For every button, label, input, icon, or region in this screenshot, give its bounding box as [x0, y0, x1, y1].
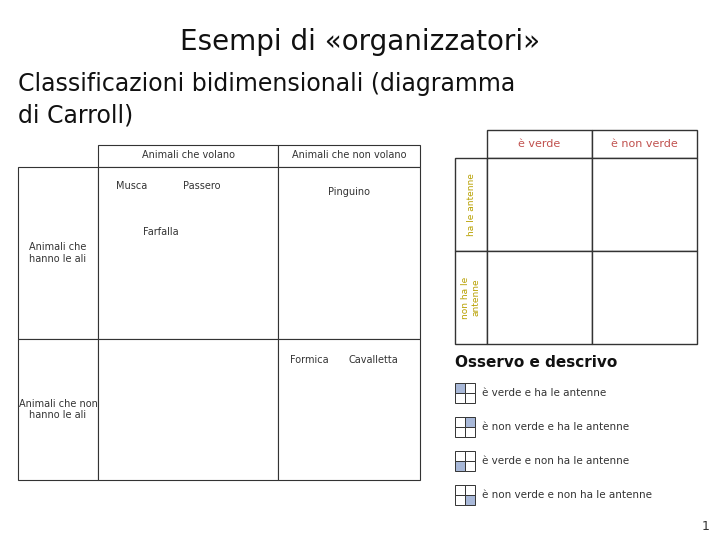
Text: Osservo e descrivo: Osservo e descrivo: [455, 355, 617, 370]
Bar: [465, 461, 475, 471]
Text: 1: 1: [702, 520, 710, 533]
Text: ha le antenne: ha le antenne: [467, 173, 475, 236]
Bar: [98, 167, 279, 339]
Bar: [465, 417, 475, 427]
Text: è non verde e non ha le antenne: è non verde e non ha le antenne: [482, 490, 652, 500]
Bar: [18, 167, 98, 339]
Text: Animali che non
hanno le ali: Animali che non hanno le ali: [19, 399, 97, 420]
Bar: [455, 451, 465, 461]
Bar: [592, 130, 697, 158]
Bar: [18, 339, 98, 480]
Text: Cavalletta: Cavalletta: [348, 355, 398, 365]
Text: Animali che
hanno le ali: Animali che hanno le ali: [30, 242, 86, 264]
Text: Musca: Musca: [116, 181, 148, 191]
Bar: [465, 485, 475, 495]
Text: di Carroll): di Carroll): [18, 103, 133, 127]
Text: è non verde: è non verde: [611, 139, 678, 149]
Text: è verde e ha le antenne: è verde e ha le antenne: [482, 388, 606, 398]
Bar: [455, 461, 465, 471]
Bar: [98, 145, 279, 167]
Bar: [455, 495, 465, 505]
Bar: [487, 158, 592, 251]
Text: è verde e non ha le antenne: è verde e non ha le antenne: [482, 456, 629, 466]
Bar: [455, 251, 487, 344]
Text: Animali che non volano: Animali che non volano: [292, 150, 406, 160]
Bar: [487, 251, 592, 344]
Bar: [592, 158, 697, 251]
Text: Animali che volano: Animali che volano: [142, 150, 235, 160]
Bar: [465, 495, 475, 505]
Text: è verde: è verde: [518, 139, 561, 149]
Bar: [465, 393, 475, 403]
Bar: [279, 145, 420, 167]
Bar: [465, 451, 475, 461]
Text: Esempi di «organizzatori»: Esempi di «organizzatori»: [180, 28, 540, 56]
Text: non ha le
antenne: non ha le antenne: [462, 276, 481, 319]
Text: Pinguino: Pinguino: [328, 187, 370, 197]
Bar: [455, 158, 487, 251]
Bar: [487, 130, 592, 158]
Text: Farfalla: Farfalla: [143, 227, 179, 237]
Text: Classificazioni bidimensionali (diagramma: Classificazioni bidimensionali (diagramm…: [18, 72, 516, 96]
Text: Passero: Passero: [183, 181, 220, 191]
Bar: [455, 427, 465, 437]
Bar: [455, 417, 465, 427]
Bar: [592, 251, 697, 344]
Bar: [455, 383, 465, 393]
Bar: [279, 167, 420, 339]
Bar: [455, 393, 465, 403]
Bar: [465, 427, 475, 437]
Text: Formica: Formica: [290, 355, 329, 365]
Bar: [455, 485, 465, 495]
Bar: [465, 383, 475, 393]
Bar: [279, 339, 420, 480]
Bar: [98, 339, 279, 480]
Text: è non verde e ha le antenne: è non verde e ha le antenne: [482, 422, 629, 432]
